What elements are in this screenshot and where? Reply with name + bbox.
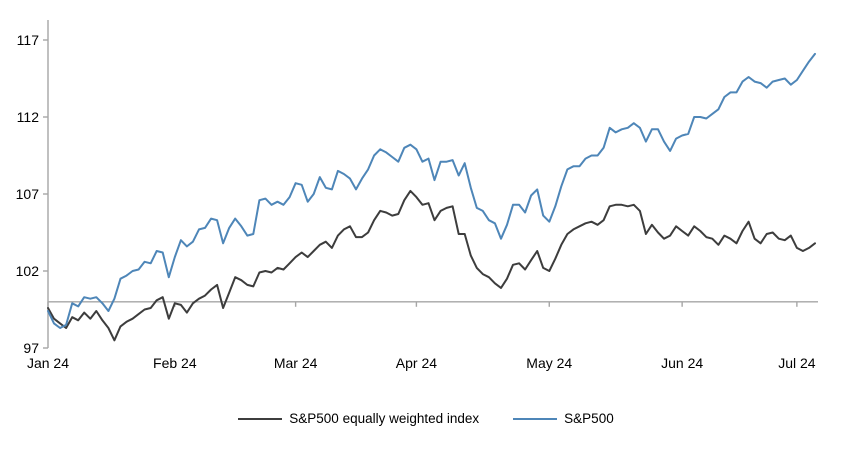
y-axis-tick-label: 102 [16,263,40,279]
x-axis-month-label: Jan 24 [27,355,69,371]
x-axis-month-label: Mar 24 [274,355,318,371]
x-axis-month-label: Jul 24 [778,355,816,371]
series-line-0 [47,189,816,342]
y-axis-tick-label: 117 [17,32,40,48]
legend-item-equal-weight: S&P500 equally weighted index [238,411,479,426]
legend-line-swatch-sp500 [513,417,558,420]
x-axis-month-label: May 24 [526,355,572,371]
legend-label-sp500: S&P500 [564,411,614,426]
legend-item-sp500: S&P500 [513,411,614,426]
x-axis-month-label: Jun 24 [661,355,703,371]
x-axis-month-label: Feb 24 [153,355,197,371]
y-axis-tick-label: 97 [23,340,39,356]
legend-line-swatch-equal-weight [238,417,283,420]
y-axis-tick-label: 112 [17,109,40,125]
legend: S&P500 equally weighted index S&P500 [0,411,852,426]
x-axis-month-label: Apr 24 [396,355,437,371]
series-line-1 [47,52,816,329]
legend-label-equal-weight: S&P500 equally weighted index [289,411,480,426]
y-axis-tick-label: 107 [16,186,40,202]
